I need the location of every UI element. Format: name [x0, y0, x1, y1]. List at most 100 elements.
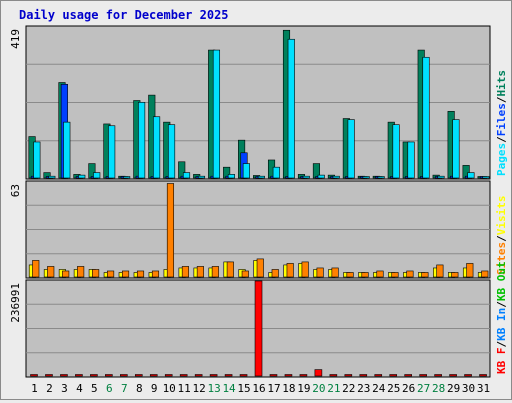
bar-kb-f [120, 374, 128, 377]
bar-sites [286, 263, 294, 278]
bar-sites [32, 260, 40, 278]
bar-kb-f [45, 374, 53, 377]
legend-entry: Visits [495, 196, 508, 236]
bar-sites [316, 267, 324, 278]
x-tick-label: 30 [462, 382, 475, 395]
x-tick-label: 12 [193, 382, 206, 395]
bar-kb-f [374, 374, 383, 377]
bar-sites [256, 258, 264, 278]
bar-pages [153, 116, 161, 179]
legend-entry: / [495, 235, 508, 242]
bar-pages [392, 124, 400, 179]
bar-kb-f [449, 374, 457, 377]
bar-pages [482, 176, 490, 179]
bar-pages [257, 175, 265, 179]
x-tick-label: 26 [402, 382, 415, 395]
x-tick-label: 24 [372, 382, 386, 395]
legend-entry: / [495, 96, 508, 103]
bar-sites [92, 269, 100, 278]
x-tick-label: 23 [357, 382, 370, 395]
bar-kb-f [404, 374, 412, 377]
legend-entry: KB F [495, 348, 508, 375]
bar-kb-f [299, 374, 308, 377]
bar-pages [452, 119, 460, 179]
bar-sites [122, 270, 130, 278]
bar-sites [47, 266, 55, 278]
x-tick-label: 8 [136, 382, 143, 395]
panel-visits-sites: 63 Sites/Visits [9, 180, 508, 279]
x-tick-label: 7 [121, 382, 128, 395]
bar-pages [182, 172, 191, 179]
legend: Pages/Files/Hits [495, 70, 508, 176]
bar-pages [422, 56, 430, 179]
x-tick-label: 19 [297, 382, 310, 395]
bar-pages [48, 175, 56, 179]
bar-pages [332, 175, 340, 179]
bar-sites [166, 183, 175, 278]
bar-sites [151, 270, 160, 278]
legend: Sites/Visits [495, 196, 508, 276]
bar-kb-f [149, 374, 158, 377]
bar-sites [301, 261, 309, 278]
bar-kb-f [314, 369, 323, 377]
y-max-label: 419 [9, 29, 22, 49]
bar-kb-f [359, 374, 368, 377]
x-tick-label: 20 [312, 382, 325, 395]
x-tick-label: 3 [61, 382, 68, 395]
bar-sites [181, 266, 189, 278]
bar-kb-f [134, 374, 143, 377]
bar-kb-f [434, 374, 442, 377]
bar-pages [242, 163, 250, 179]
bar-sites [466, 263, 474, 278]
bar-sites [481, 270, 489, 278]
legend-entry: KB Out [495, 261, 508, 301]
bar-pages [212, 49, 221, 179]
legend-entry: KB In [495, 308, 508, 341]
bar-kb-f [464, 374, 472, 377]
bar-kb-f [30, 374, 38, 377]
bar-pages [93, 172, 101, 179]
x-tick-label: 29 [447, 382, 460, 395]
bar-sites [211, 266, 219, 278]
legend-entry: / [495, 301, 508, 308]
bar-sites [346, 272, 354, 278]
x-tick-label: 27 [417, 382, 430, 395]
bar-kb-f [419, 374, 427, 377]
bar-sites [451, 272, 459, 278]
bar-kb-f [344, 374, 353, 377]
bar-kb-f [329, 374, 338, 377]
bar-sites [331, 267, 339, 278]
bar-pages [168, 124, 176, 179]
bar-pages [377, 176, 385, 179]
bar-kb-f [60, 374, 68, 377]
y-max-label: 236991 [9, 283, 22, 323]
bar-kb-f [389, 374, 398, 377]
bar-pages [227, 174, 235, 179]
legend-entry: Files [495, 103, 508, 136]
y-max-label: 63 [9, 184, 22, 197]
bar-kb-f [269, 374, 278, 377]
bar-sites [226, 261, 234, 278]
bar-kb-f [164, 374, 173, 377]
x-tick-label: 22 [342, 382, 355, 395]
bar-pages [33, 141, 41, 179]
x-tick-label: 31 [477, 382, 490, 395]
chart-title: Daily usage for December 2025 [19, 8, 229, 22]
bar-pages [317, 174, 325, 179]
x-tick-label: 28 [432, 382, 445, 395]
bar-pages [197, 175, 206, 179]
bar-kb-f [479, 374, 487, 377]
legend-entry: Hits [495, 70, 508, 97]
x-tick-label: 25 [387, 382, 400, 395]
bar-kb-f [254, 280, 263, 377]
bar-sites [361, 272, 369, 278]
bar-sites [376, 270, 384, 278]
bar-pages [467, 172, 475, 179]
bar-kb-f [75, 374, 83, 377]
bar-sites [136, 270, 145, 278]
x-tick-label: 1 [31, 382, 38, 395]
bar-pages [123, 176, 131, 179]
